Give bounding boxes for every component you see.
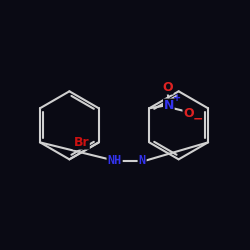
Text: +: + bbox=[173, 93, 182, 103]
Text: NH: NH bbox=[108, 154, 122, 167]
Text: Br: Br bbox=[74, 136, 89, 149]
Text: N: N bbox=[164, 99, 174, 112]
Text: O: O bbox=[162, 81, 173, 94]
Text: −: − bbox=[192, 112, 203, 125]
Text: N: N bbox=[138, 154, 146, 167]
Text: O: O bbox=[183, 107, 194, 120]
